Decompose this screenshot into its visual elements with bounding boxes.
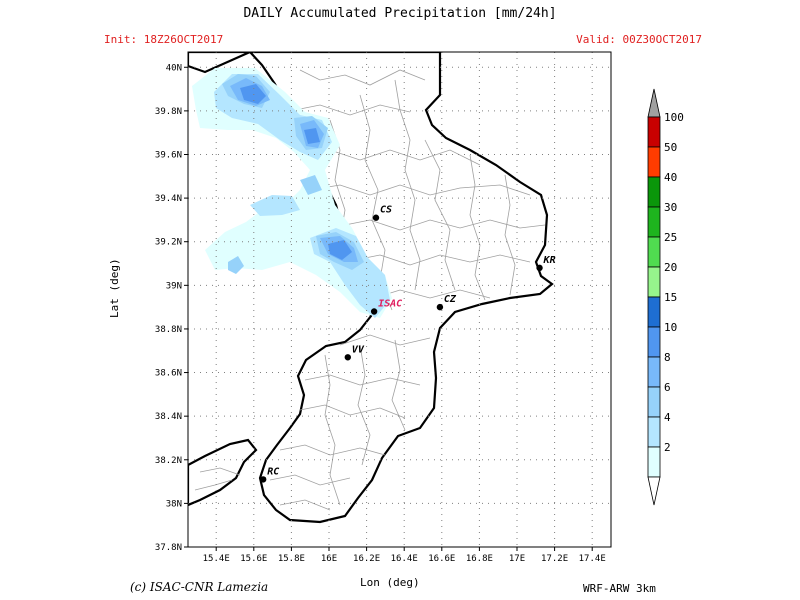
- city-markers: CS KR ISAC CZ VV RC: [260, 205, 556, 483]
- colorbar-level: 15: [664, 291, 677, 304]
- precipitation-shading: [192, 68, 392, 318]
- lon-tick-label: 15.8E: [278, 554, 305, 564]
- city-label: RC: [267, 466, 279, 477]
- city-dot: [260, 476, 267, 483]
- init-time: Init: 18Z26OCT2017: [104, 33, 224, 46]
- colorbar-swatch: [647, 176, 661, 208]
- lat-tick-label: 38.6N: [155, 369, 182, 379]
- lon-tick-label: 15.6E: [240, 554, 267, 564]
- city-label: ISAC: [378, 298, 402, 309]
- lon-tick-label: 15.4E: [203, 554, 230, 564]
- colorbar-level: 20: [664, 261, 677, 274]
- map-title: DAILY Accumulated Precipitation [mm/24h]: [243, 6, 557, 21]
- colorbar-swatch: [647, 146, 661, 178]
- colorbar-level: 2: [664, 441, 671, 454]
- sicily-landmass: [188, 438, 258, 507]
- colorbar-level: 40: [664, 171, 677, 184]
- colorbar-level: 50: [664, 141, 677, 154]
- colorbar-swatch: [647, 116, 661, 148]
- colorbar: 100 50 40 30 25 20 15 10 8 6 4 2: [647, 88, 684, 506]
- copyright-text: (c) ISAC-CNR Lamezia: [130, 580, 269, 594]
- lon-tick-label: 17.4E: [579, 554, 606, 564]
- city-label: CS: [380, 205, 392, 216]
- city-dot: [344, 354, 351, 361]
- lon-tick-label: 16.2E: [353, 554, 380, 564]
- colorbar-swatch: [647, 446, 661, 478]
- lat-tick-labels: 37.8N 38N 38.2N 38.4N 38.6N 38.8N 39N 39.2N 39.4…: [155, 63, 188, 553]
- colorbar-swatch: [647, 266, 661, 298]
- colorbar-over-triangle: [647, 88, 661, 118]
- colorbar-swatch: [647, 326, 661, 358]
- colorbar-level: 6: [664, 381, 671, 394]
- colorbar-level: 30: [664, 201, 677, 214]
- colorbar-level: 100: [664, 111, 684, 124]
- plot-frame: [187, 51, 612, 548]
- colorbar-level: 25: [664, 231, 677, 244]
- colorbar-swatch: [647, 296, 661, 328]
- y-axis-label: Lat (deg): [108, 258, 121, 318]
- colorbar-under-triangle: [647, 476, 661, 506]
- lon-tick-label: 16.4E: [391, 554, 418, 564]
- colorbar-swatch: [647, 356, 661, 388]
- city-label: KR: [543, 255, 556, 266]
- lon-tick-label: 16E: [321, 554, 337, 564]
- northwest-landmass: [188, 52, 251, 74]
- lat-tick-label: 39.4N: [155, 194, 182, 204]
- city-dot: [372, 214, 380, 221]
- colorbar-level: 8: [664, 351, 671, 364]
- city-dot: [536, 264, 543, 272]
- lon-tick-label: 16.6E: [428, 554, 455, 564]
- lat-tick-label: 37.8N: [155, 543, 182, 553]
- lon-tick-labels: 15.4E 15.6E 15.8E 16E 16.2E 16.4E 16.6E 16.8E 17…: [203, 547, 606, 564]
- colorbar-swatch: [647, 236, 661, 268]
- lat-tick-label: 38.4N: [155, 412, 182, 422]
- lon-tick-label: 16.8E: [466, 554, 493, 564]
- colorbar-level: 4: [664, 411, 671, 424]
- colorbar-swatch: [647, 386, 661, 418]
- lat-tick-label: 38.8N: [155, 325, 182, 335]
- valid-time: Valid: 00Z30OCT2017: [576, 33, 702, 46]
- lon-tick-label: 17.2E: [541, 554, 568, 564]
- model-label: WRF-ARW 3km: [583, 582, 656, 595]
- lat-tick-label: 39.6N: [155, 150, 182, 160]
- lat-tick-label: 38N: [166, 499, 182, 509]
- lat-tick-label: 40N: [166, 63, 182, 73]
- x-axis-label: Lon (deg): [360, 576, 420, 589]
- lon-tick-label: 17E: [509, 554, 525, 564]
- lat-tick-label: 39N: [166, 281, 182, 291]
- lat-tick-label: 39.8N: [155, 107, 182, 117]
- city-dot: [436, 303, 444, 311]
- city-label: VV: [352, 344, 365, 355]
- colorbar-level: 10: [664, 321, 677, 334]
- colorbar-swatch: [647, 416, 661, 448]
- city-dot: [370, 308, 378, 315]
- lat-tick-label: 38.2N: [155, 456, 182, 466]
- lat-tick-label: 39.2N: [155, 238, 182, 248]
- city-label: CZ: [444, 294, 457, 305]
- colorbar-swatch: [647, 206, 661, 238]
